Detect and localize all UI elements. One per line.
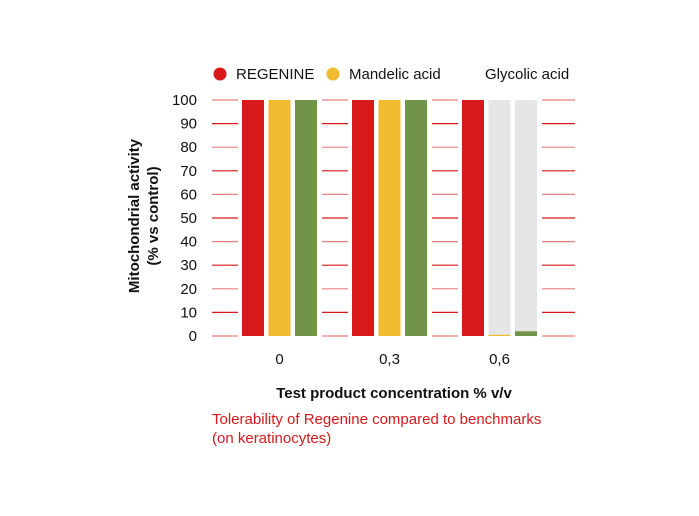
bar-background — [515, 100, 537, 336]
legend-marker — [326, 67, 340, 81]
bar — [268, 100, 291, 336]
y-tick-label: 90 — [180, 116, 197, 133]
bar — [462, 100, 484, 336]
y-axis-label-line1: Mitochondrial activity — [126, 138, 143, 293]
legend-label: Glycolic acid — [485, 66, 569, 83]
y-tick-label: 100 — [172, 92, 197, 109]
bar — [242, 100, 264, 336]
y-tick-label: 70 — [180, 163, 197, 180]
y-tick-labels: 0 10 20 30 40 50 60 70 80 90 100 — [172, 92, 197, 345]
legend-marker — [213, 67, 227, 81]
legend: REGENINE Mandelic acid Glycolic acid — [213, 66, 569, 83]
bar — [515, 331, 537, 336]
y-tick-label: 30 — [180, 257, 197, 274]
y-tick-label: 40 — [180, 234, 197, 251]
x-tick-label: 0 — [275, 351, 283, 368]
bar — [295, 100, 317, 336]
y-tick-label: 60 — [180, 186, 197, 203]
x-tick-labels: 0 0,3 0,6 — [275, 351, 510, 368]
caption-line1: Tolerability of Regenine compared to ben… — [212, 411, 541, 428]
bar — [352, 100, 374, 336]
legend-label: REGENINE — [236, 66, 314, 83]
x-tick-label: 0,6 — [489, 351, 510, 368]
x-axis-label: Test product concentration % v/v — [276, 385, 512, 402]
y-tick-label: 50 — [180, 210, 197, 227]
gridlines — [212, 99, 575, 337]
bars — [242, 100, 537, 336]
y-tick-label: 0 — [189, 328, 197, 345]
bar — [378, 100, 401, 336]
bar — [405, 100, 427, 336]
bar — [488, 334, 511, 336]
bar-background — [488, 100, 511, 336]
legend-label: Mandelic acid — [349, 66, 441, 83]
x-tick-label: 0,3 — [379, 351, 400, 368]
y-axis-label-line2: (% vs control) — [145, 166, 162, 265]
y-tick-label: 20 — [180, 281, 197, 298]
y-tick-label: 80 — [180, 139, 197, 156]
caption-line2: (on keratinocytes) — [212, 430, 331, 447]
y-tick-label: 10 — [180, 304, 197, 321]
